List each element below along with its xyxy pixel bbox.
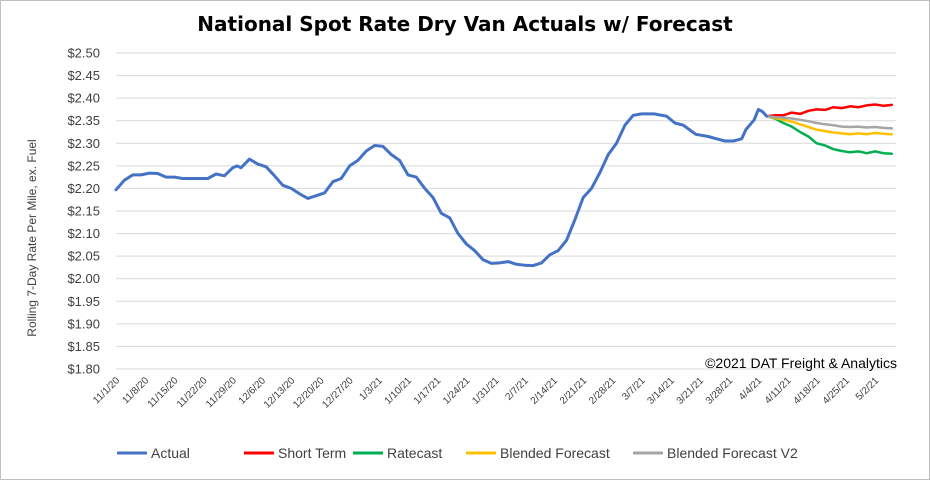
y-tick-label: $2.30 xyxy=(67,136,100,151)
series-lines xyxy=(114,103,894,268)
y-tick-label: $2.10 xyxy=(67,226,100,241)
x-tick-label: 1/17/21 xyxy=(412,375,444,407)
x-tick-label: 1/10/21 xyxy=(383,375,415,407)
x-tick-label: 2/28/21 xyxy=(587,375,619,407)
series-line-short-term xyxy=(765,103,894,118)
y-tick-label: $1.95 xyxy=(67,294,100,309)
y-tick-label: $2.05 xyxy=(67,249,100,264)
x-tick-label: 3/21/21 xyxy=(675,375,707,407)
y-tick-label: $1.85 xyxy=(67,339,100,354)
series-line-actual xyxy=(114,107,769,268)
x-tick-label: 2/21/21 xyxy=(558,375,590,407)
legend-label: Blended Forecast xyxy=(500,445,610,461)
x-tick-label: 3/7/21 xyxy=(620,375,648,403)
y-axis-label: Rolling 7-Day Rate Per Mile, ex. Fuel xyxy=(25,139,39,336)
x-axis-ticks: 11/1/2011/8/2011/15/2011/22/2011/29/2012… xyxy=(91,375,881,411)
x-tick-label: 4/18/21 xyxy=(791,375,823,407)
x-tick-label: 3/28/21 xyxy=(704,375,736,407)
y-tick-label: $2.40 xyxy=(67,91,100,106)
x-tick-label: 1/3/21 xyxy=(357,375,385,403)
legend-label: Blended Forecast V2 xyxy=(667,445,798,461)
legend-label: Short Term xyxy=(278,445,346,461)
x-tick-label: 4/4/21 xyxy=(737,375,765,403)
y-tick-label: $2.15 xyxy=(67,204,100,219)
y-tick-label: $2.25 xyxy=(67,158,100,173)
x-tick-label: 12/27/20 xyxy=(320,375,356,411)
series-line-ratecast xyxy=(765,114,894,155)
chart-title: National Spot Rate Dry Van Actuals w/ Fo… xyxy=(197,12,733,36)
y-tick-label: $2.20 xyxy=(67,181,100,196)
x-tick-label: 1/31/21 xyxy=(470,375,502,407)
x-tick-label: 11/15/20 xyxy=(146,375,181,410)
x-tick-label: 4/11/21 xyxy=(763,375,794,406)
x-tick-label: 2/14/21 xyxy=(529,375,561,407)
y-tick-label: $2.35 xyxy=(67,113,100,128)
y-tick-label: $2.50 xyxy=(67,46,100,61)
x-tick-label: 11/22/20 xyxy=(175,375,210,410)
series-line-blended-forecast-v2 xyxy=(765,114,894,130)
y-axis-ticks: $2.50 $2.45 $2.40 $2.35 $2.30 $2.25 $2.20 $2.15… xyxy=(67,46,100,377)
legend-label: Ratecast xyxy=(387,445,442,461)
series-line-blended-forecast xyxy=(765,114,894,136)
y-tick-label: $2.45 xyxy=(67,68,100,83)
legend: Actual Short Term Ratecast Blended Forecast… xyxy=(117,445,798,461)
x-tick-label: 5/2/21 xyxy=(854,375,882,403)
x-tick-label: 4/25/21 xyxy=(821,375,853,407)
gridlines xyxy=(116,52,896,370)
x-tick-label: 11/1/20 xyxy=(91,375,122,406)
legend-label: Actual xyxy=(151,445,190,461)
x-tick-label: 11/29/20 xyxy=(204,375,239,410)
x-tick-label: 2/7/21 xyxy=(503,375,531,403)
x-tick-label: 3/14/21 xyxy=(646,375,678,407)
x-tick-label: 1/24/21 xyxy=(441,375,473,407)
copyright-annotation: ©2021 DAT Freight & Analytics xyxy=(705,355,897,371)
y-tick-label: $1.80 xyxy=(67,362,100,377)
y-tick-label: $2.00 xyxy=(67,271,100,286)
y-tick-label: $1.90 xyxy=(67,316,100,331)
